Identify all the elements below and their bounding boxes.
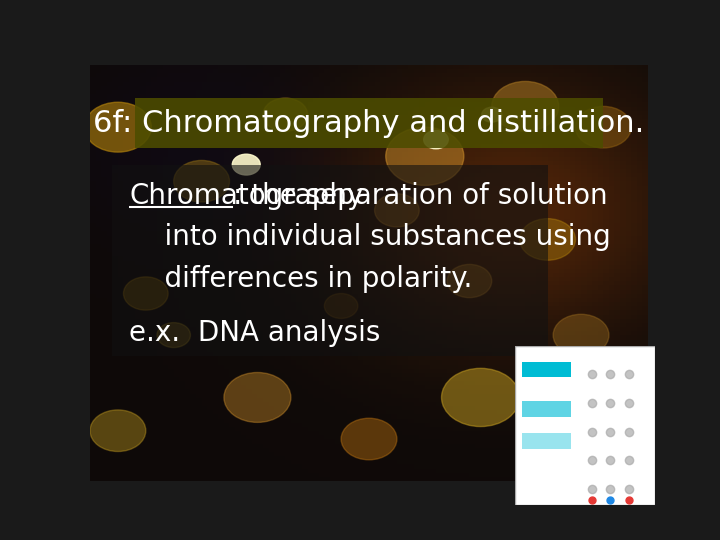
Circle shape: [374, 194, 419, 227]
Circle shape: [157, 322, 191, 348]
Circle shape: [341, 418, 397, 460]
Bar: [522, 401, 571, 417]
Circle shape: [441, 368, 520, 427]
Circle shape: [324, 294, 358, 319]
Text: : the separation of solution: : the separation of solution: [233, 182, 608, 210]
Bar: [522, 362, 571, 377]
Text: differences in polarity.: differences in polarity.: [129, 265, 472, 293]
Text: e.x.  DNA analysis: e.x. DNA analysis: [129, 319, 380, 347]
Text: into individual substances using: into individual substances using: [129, 224, 611, 251]
Circle shape: [84, 102, 151, 152]
Circle shape: [386, 127, 464, 185]
Circle shape: [233, 154, 260, 175]
Text: Chromatography: Chromatography: [129, 182, 364, 210]
Circle shape: [575, 106, 631, 148]
Circle shape: [482, 107, 502, 122]
Circle shape: [263, 98, 307, 131]
Circle shape: [553, 314, 609, 356]
Circle shape: [520, 219, 575, 260]
Circle shape: [174, 160, 230, 202]
Circle shape: [90, 410, 145, 451]
Bar: [522, 433, 571, 449]
Text: 6f: Chromatography and distillation.: 6f: Chromatography and distillation.: [94, 109, 644, 138]
Circle shape: [492, 82, 559, 131]
Circle shape: [224, 373, 291, 422]
FancyBboxPatch shape: [112, 165, 548, 356]
Circle shape: [575, 406, 642, 456]
FancyBboxPatch shape: [135, 98, 603, 148]
Circle shape: [447, 265, 492, 298]
Circle shape: [124, 277, 168, 310]
Circle shape: [423, 131, 449, 149]
